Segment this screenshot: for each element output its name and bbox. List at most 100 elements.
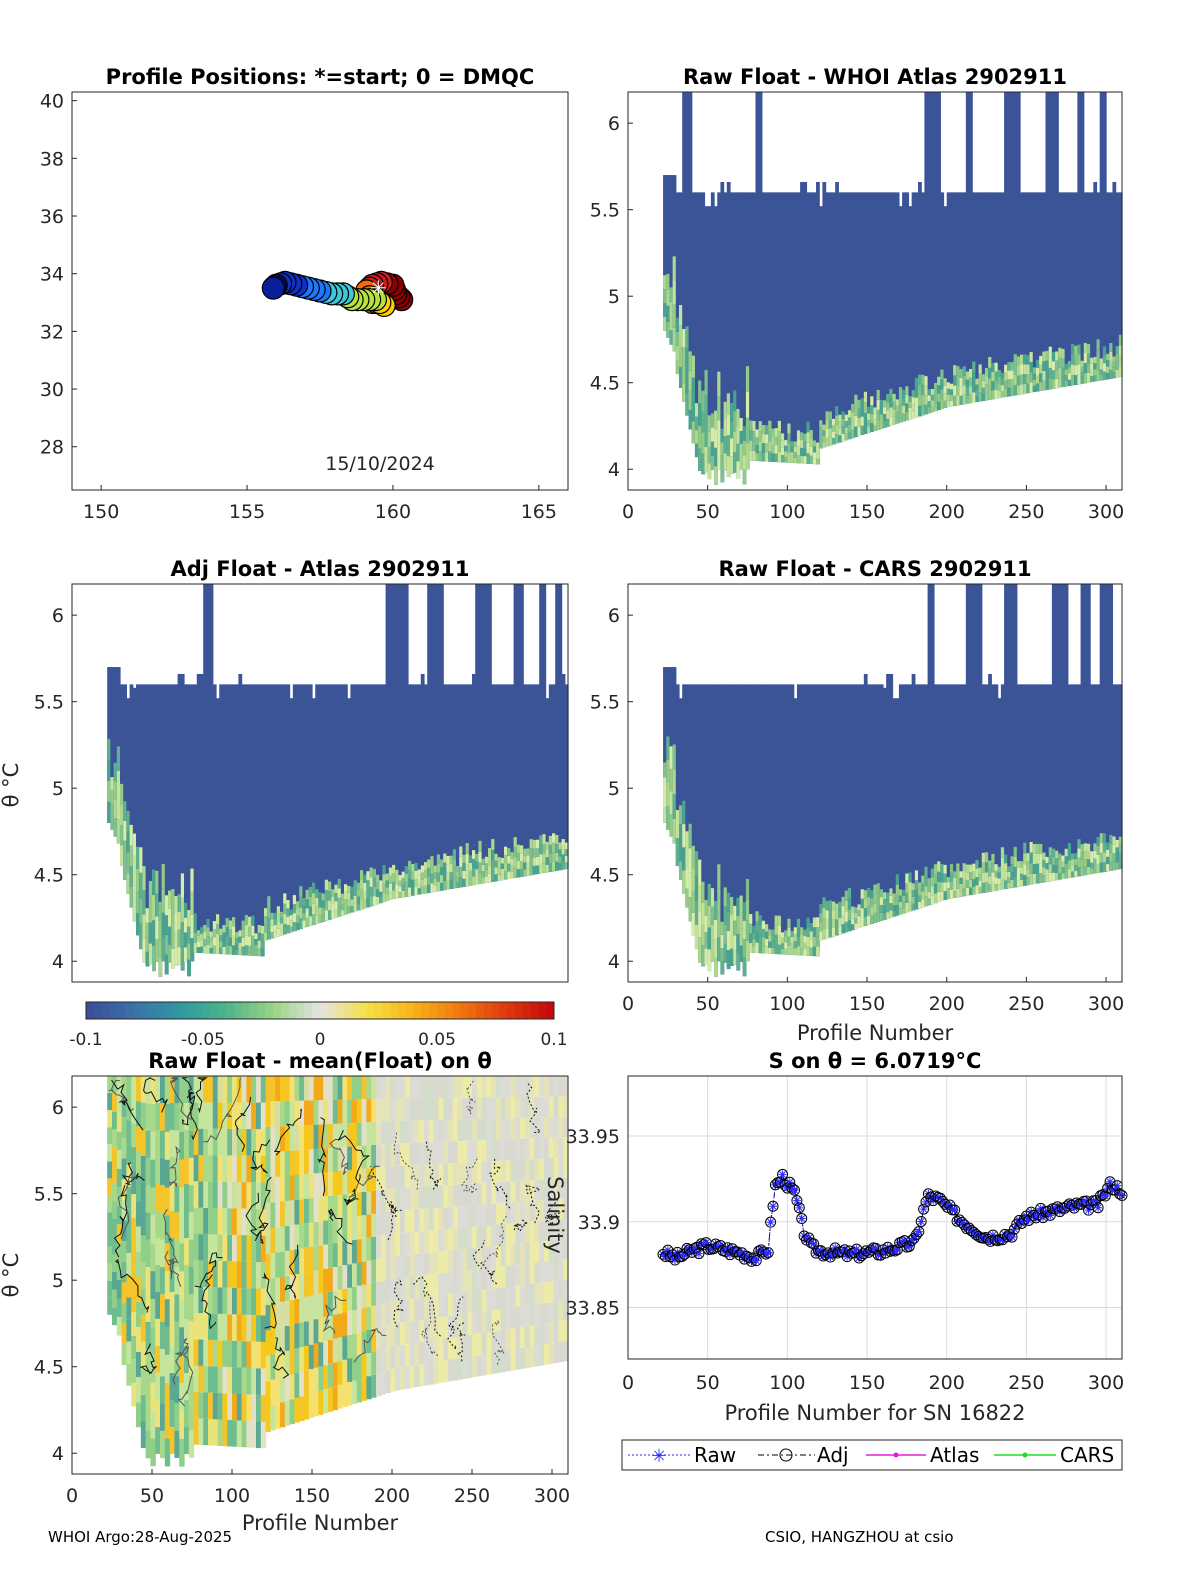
- heatmap-cell: [523, 848, 527, 856]
- anomaly-cell: [424, 1341, 430, 1364]
- raw-point: [742, 1252, 751, 1261]
- heatmap-cell: [780, 447, 785, 456]
- heatmap-cell: [771, 929, 776, 936]
- anomaly-cell: [433, 1317, 439, 1340]
- anomaly-cell: [265, 1126, 271, 1153]
- heatmap-cell: [768, 420, 773, 431]
- anomaly-cell: [376, 1213, 382, 1237]
- anomaly-cell: [145, 1076, 151, 1104]
- heatmap-cell: [286, 900, 291, 909]
- x-tick-label: 0: [622, 501, 634, 523]
- heatmap-cell: [558, 856, 563, 864]
- heatmap-cell: [216, 698, 220, 954]
- anomaly-cell: [356, 1076, 363, 1100]
- heatmap-cell: [927, 584, 932, 906]
- heatmap-cell: [793, 927, 798, 935]
- heatmap-cell: [784, 942, 788, 949]
- heatmap-cell: [369, 896, 374, 907]
- heatmap-cell: [800, 934, 804, 942]
- anomaly-cell: [448, 1185, 454, 1207]
- heatmap-cell: [299, 896, 303, 908]
- heatmap-cell: [312, 903, 316, 915]
- adj-point: [1104, 1176, 1116, 1188]
- heatmap-cell: [1032, 844, 1037, 855]
- anomaly-cell: [332, 1314, 339, 1339]
- heatmap-cell: [120, 804, 124, 825]
- heatmap-cell: [302, 684, 307, 929]
- raw-point: [871, 1244, 880, 1253]
- heatmap-cell: [212, 684, 217, 954]
- anomaly-cell: [179, 1410, 185, 1439]
- anomaly-cell: [260, 1315, 267, 1342]
- anomaly-cell: [126, 1297, 132, 1320]
- heatmap-cell: [701, 902, 706, 925]
- anomaly-cell: [107, 1144, 113, 1162]
- heatmap-cell: [241, 929, 246, 938]
- anomaly-cell: [539, 1179, 545, 1201]
- heatmap-cell: [698, 885, 702, 912]
- heatmap-cell: [682, 92, 686, 402]
- heatmap-cell: [835, 684, 839, 936]
- anomaly-cell: [467, 1226, 473, 1249]
- heatmap-cell: [548, 835, 553, 845]
- heatmap-cell: [1058, 873, 1063, 880]
- heatmap-cell: [388, 867, 393, 876]
- heatmap-cell: [688, 370, 693, 391]
- heatmap-cell: [965, 872, 970, 881]
- heatmap-cell: [863, 192, 868, 434]
- heatmap-cell: [704, 421, 709, 447]
- heatmap-cell: [363, 891, 367, 900]
- heatmap-cell: [691, 912, 696, 936]
- anomaly-cell: [232, 1340, 238, 1368]
- heatmap-cell: [1045, 863, 1050, 870]
- heatmap-cell: [244, 935, 249, 946]
- heatmap-cell: [561, 854, 566, 862]
- heatmap-cell: [187, 910, 191, 927]
- anomaly-cell: [260, 1395, 267, 1422]
- heatmap-cell: [1083, 363, 1088, 374]
- heatmap-cell: [241, 684, 246, 956]
- anomaly-cell: [409, 1098, 415, 1121]
- heatmap-cell: [1099, 363, 1104, 370]
- heatmap-cell: [510, 684, 515, 879]
- heatmap-cell: [851, 192, 855, 439]
- anomaly-cell: [212, 1366, 219, 1393]
- anomaly-cell: [121, 1158, 127, 1180]
- heatmap-cell: [436, 872, 441, 882]
- heatmap-cell: [825, 192, 830, 447]
- anomaly-cell: [352, 1310, 358, 1334]
- heatmap-cell: [1048, 847, 1053, 856]
- anomaly-cell: [116, 1205, 123, 1225]
- heatmap-cell: [822, 436, 827, 442]
- anomaly-cell: [558, 1178, 564, 1199]
- heatmap-cell: [918, 405, 922, 417]
- heatmap-cell: [353, 880, 358, 889]
- heatmap-cell: [302, 913, 307, 921]
- heatmap-cell: [184, 902, 188, 918]
- anomaly-cell: [265, 1330, 271, 1356]
- anomaly-cell: [356, 1379, 363, 1403]
- anomaly-cell: [400, 1187, 406, 1211]
- anomaly-cell: [145, 1267, 151, 1295]
- heatmap-cell: [892, 416, 897, 425]
- heatmap-cell: [927, 891, 932, 899]
- heatmap-cell: [1045, 684, 1050, 882]
- heatmap-cell: [704, 932, 709, 949]
- heatmap-cell: [200, 940, 204, 947]
- contour-line: [262, 1272, 277, 1329]
- anomaly-cell: [496, 1182, 502, 1204]
- heatmap-cell: [742, 455, 747, 470]
- heatmap-cell: [710, 192, 715, 470]
- heatmap-cell: [796, 455, 801, 464]
- heatmap-cell: [196, 947, 201, 953]
- anomaly-cell: [452, 1293, 459, 1316]
- heatmap-cell: [953, 365, 957, 376]
- heatmap-cell: [844, 427, 849, 434]
- heatmap-cell: [430, 856, 435, 866]
- heatmap-cell: [1115, 354, 1120, 362]
- heatmap-cell: [924, 385, 929, 396]
- heatmap-cell: [344, 684, 348, 915]
- heatmap-cell: [663, 667, 667, 823]
- heatmap-cell: [1039, 192, 1043, 391]
- anomaly-cell: [184, 1292, 190, 1320]
